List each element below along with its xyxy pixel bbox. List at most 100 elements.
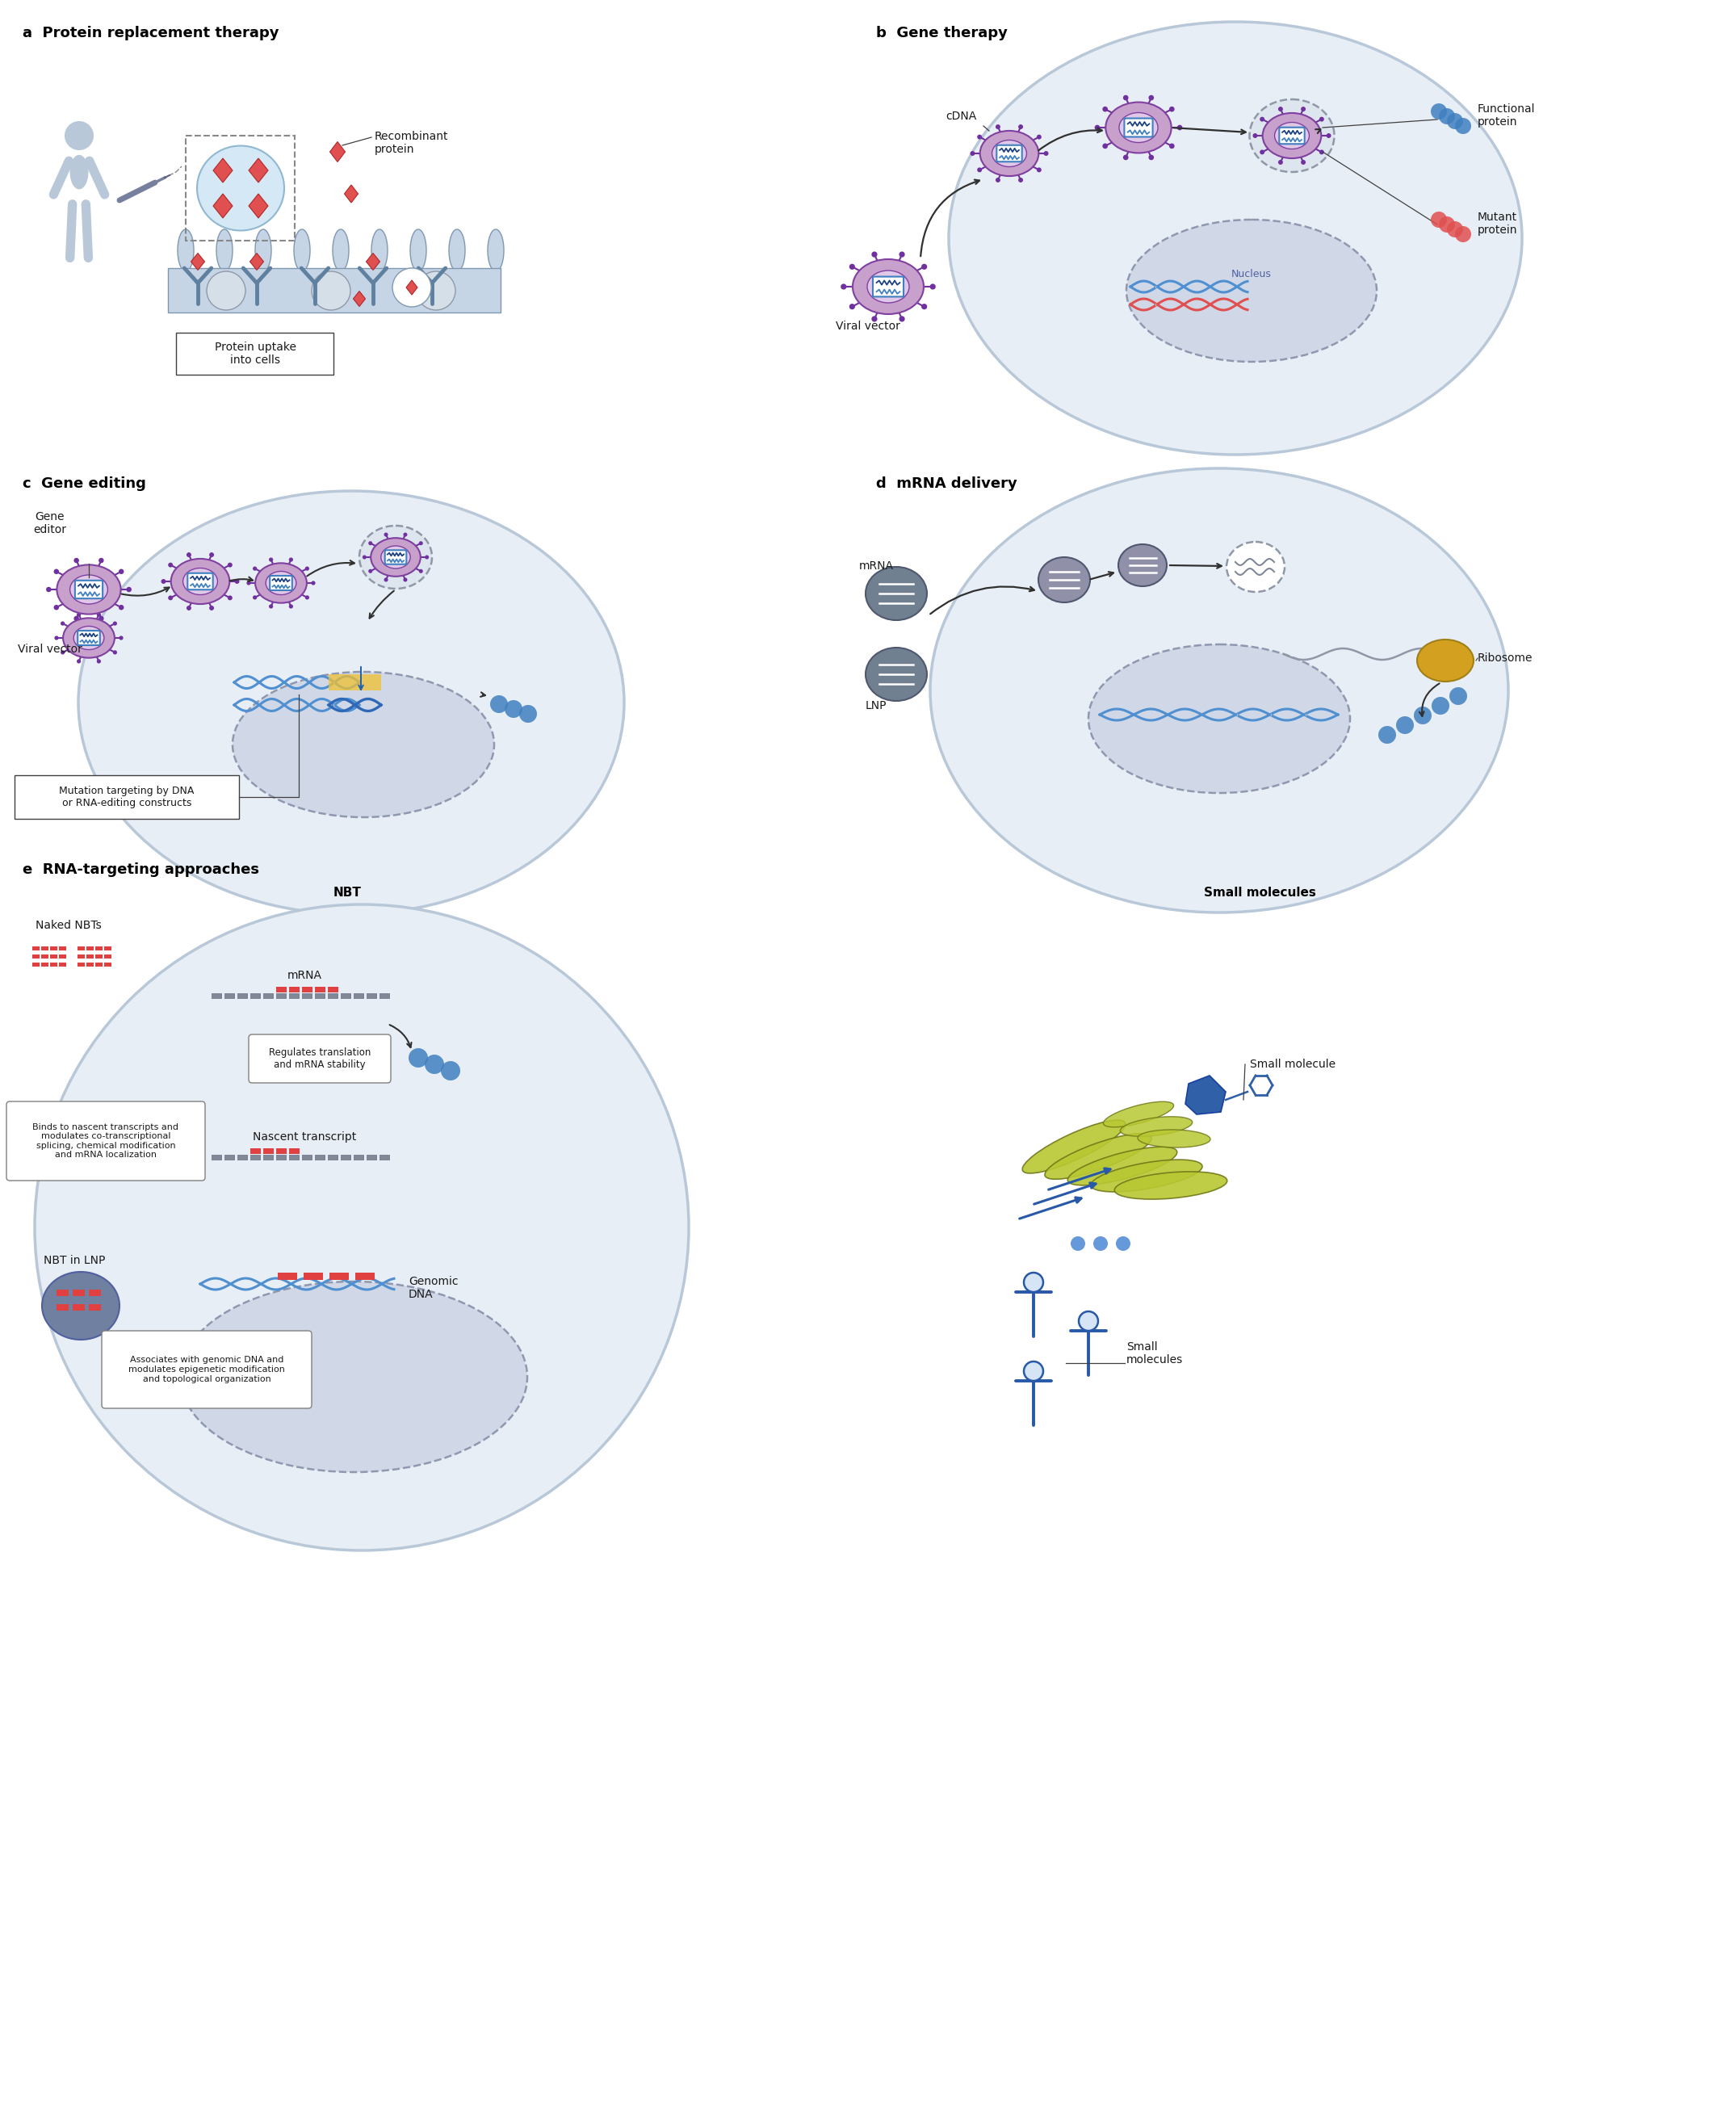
Bar	[73, 1289, 85, 1295]
Circle shape	[210, 552, 214, 558]
Circle shape	[1439, 107, 1455, 124]
Circle shape	[120, 636, 123, 640]
Bar	[33, 962, 40, 967]
Bar	[59, 962, 66, 967]
Bar	[302, 994, 312, 998]
Circle shape	[977, 135, 983, 139]
Circle shape	[54, 569, 59, 575]
Text: LNP: LNP	[865, 699, 887, 712]
Polygon shape	[191, 253, 205, 270]
Circle shape	[75, 615, 80, 621]
Bar	[78, 954, 85, 958]
Bar	[328, 994, 339, 998]
Ellipse shape	[866, 567, 927, 619]
Bar	[340, 1154, 351, 1160]
Circle shape	[1326, 133, 1332, 139]
Ellipse shape	[1068, 1148, 1177, 1186]
Bar	[278, 1272, 297, 1280]
Bar	[78, 946, 85, 950]
Circle shape	[425, 556, 429, 560]
Circle shape	[288, 604, 293, 609]
Circle shape	[168, 596, 174, 600]
Bar	[366, 994, 377, 998]
Bar	[33, 946, 40, 950]
Ellipse shape	[868, 270, 910, 303]
Circle shape	[922, 303, 927, 310]
Ellipse shape	[1137, 1129, 1210, 1148]
Circle shape	[76, 659, 82, 663]
Circle shape	[871, 251, 877, 257]
Ellipse shape	[57, 564, 122, 615]
Bar	[276, 988, 286, 992]
Text: Mutation targeting by DNA
or RNA-editing constructs: Mutation targeting by DNA or RNA-editing…	[59, 786, 194, 809]
Text: Ribosome: Ribosome	[1477, 653, 1533, 663]
Circle shape	[418, 541, 424, 545]
Polygon shape	[1186, 1076, 1226, 1114]
Bar	[290, 994, 300, 998]
Bar	[175, 333, 333, 375]
Bar	[59, 946, 66, 950]
Ellipse shape	[866, 649, 927, 701]
Ellipse shape	[1118, 543, 1167, 585]
Circle shape	[403, 533, 408, 537]
Bar	[104, 954, 111, 958]
Circle shape	[1123, 154, 1128, 160]
Text: Recombinant
protein: Recombinant protein	[375, 131, 448, 156]
Circle shape	[519, 706, 536, 722]
Circle shape	[227, 562, 233, 567]
Ellipse shape	[233, 672, 495, 817]
Text: mRNA: mRNA	[859, 560, 894, 571]
Bar	[87, 962, 94, 967]
Circle shape	[899, 316, 904, 322]
Circle shape	[1278, 160, 1283, 164]
Circle shape	[403, 577, 408, 581]
Bar	[50, 946, 57, 950]
Circle shape	[113, 651, 116, 655]
Ellipse shape	[450, 230, 465, 272]
Bar	[250, 1148, 260, 1154]
Circle shape	[1024, 1272, 1043, 1291]
Ellipse shape	[42, 1272, 120, 1339]
FancyArrowPatch shape	[85, 204, 89, 257]
Circle shape	[61, 621, 64, 625]
Circle shape	[1430, 103, 1446, 120]
Circle shape	[1019, 124, 1023, 128]
Text: Nucleus: Nucleus	[1231, 270, 1272, 280]
Circle shape	[61, 651, 64, 655]
Polygon shape	[214, 194, 233, 219]
Circle shape	[1300, 107, 1305, 112]
Circle shape	[127, 588, 132, 592]
Bar	[328, 1154, 339, 1160]
Circle shape	[368, 569, 373, 573]
Bar	[50, 954, 57, 958]
Circle shape	[113, 621, 116, 625]
Circle shape	[288, 558, 293, 562]
Circle shape	[1149, 154, 1154, 160]
Ellipse shape	[359, 526, 432, 590]
Circle shape	[253, 596, 257, 600]
FancyBboxPatch shape	[78, 630, 101, 644]
Text: e  RNA-targeting approaches: e RNA-targeting approaches	[23, 863, 259, 876]
Circle shape	[1413, 708, 1432, 724]
Bar	[276, 994, 286, 998]
Text: Mutant
protein: Mutant protein	[1477, 211, 1517, 236]
FancyBboxPatch shape	[873, 276, 903, 297]
Circle shape	[1378, 727, 1396, 743]
Bar	[314, 988, 325, 992]
Circle shape	[1432, 697, 1450, 714]
FancyBboxPatch shape	[1125, 118, 1153, 137]
Bar	[42, 946, 49, 950]
Circle shape	[1078, 1312, 1099, 1331]
Polygon shape	[248, 158, 267, 183]
Bar	[95, 962, 102, 967]
Ellipse shape	[177, 230, 194, 272]
Bar	[354, 1154, 365, 1160]
FancyBboxPatch shape	[187, 573, 214, 590]
Ellipse shape	[181, 1283, 528, 1472]
Bar	[57, 1289, 69, 1295]
Bar	[212, 1154, 222, 1160]
Polygon shape	[330, 141, 345, 162]
Bar	[59, 954, 66, 958]
Ellipse shape	[1262, 114, 1321, 158]
Circle shape	[247, 581, 250, 585]
